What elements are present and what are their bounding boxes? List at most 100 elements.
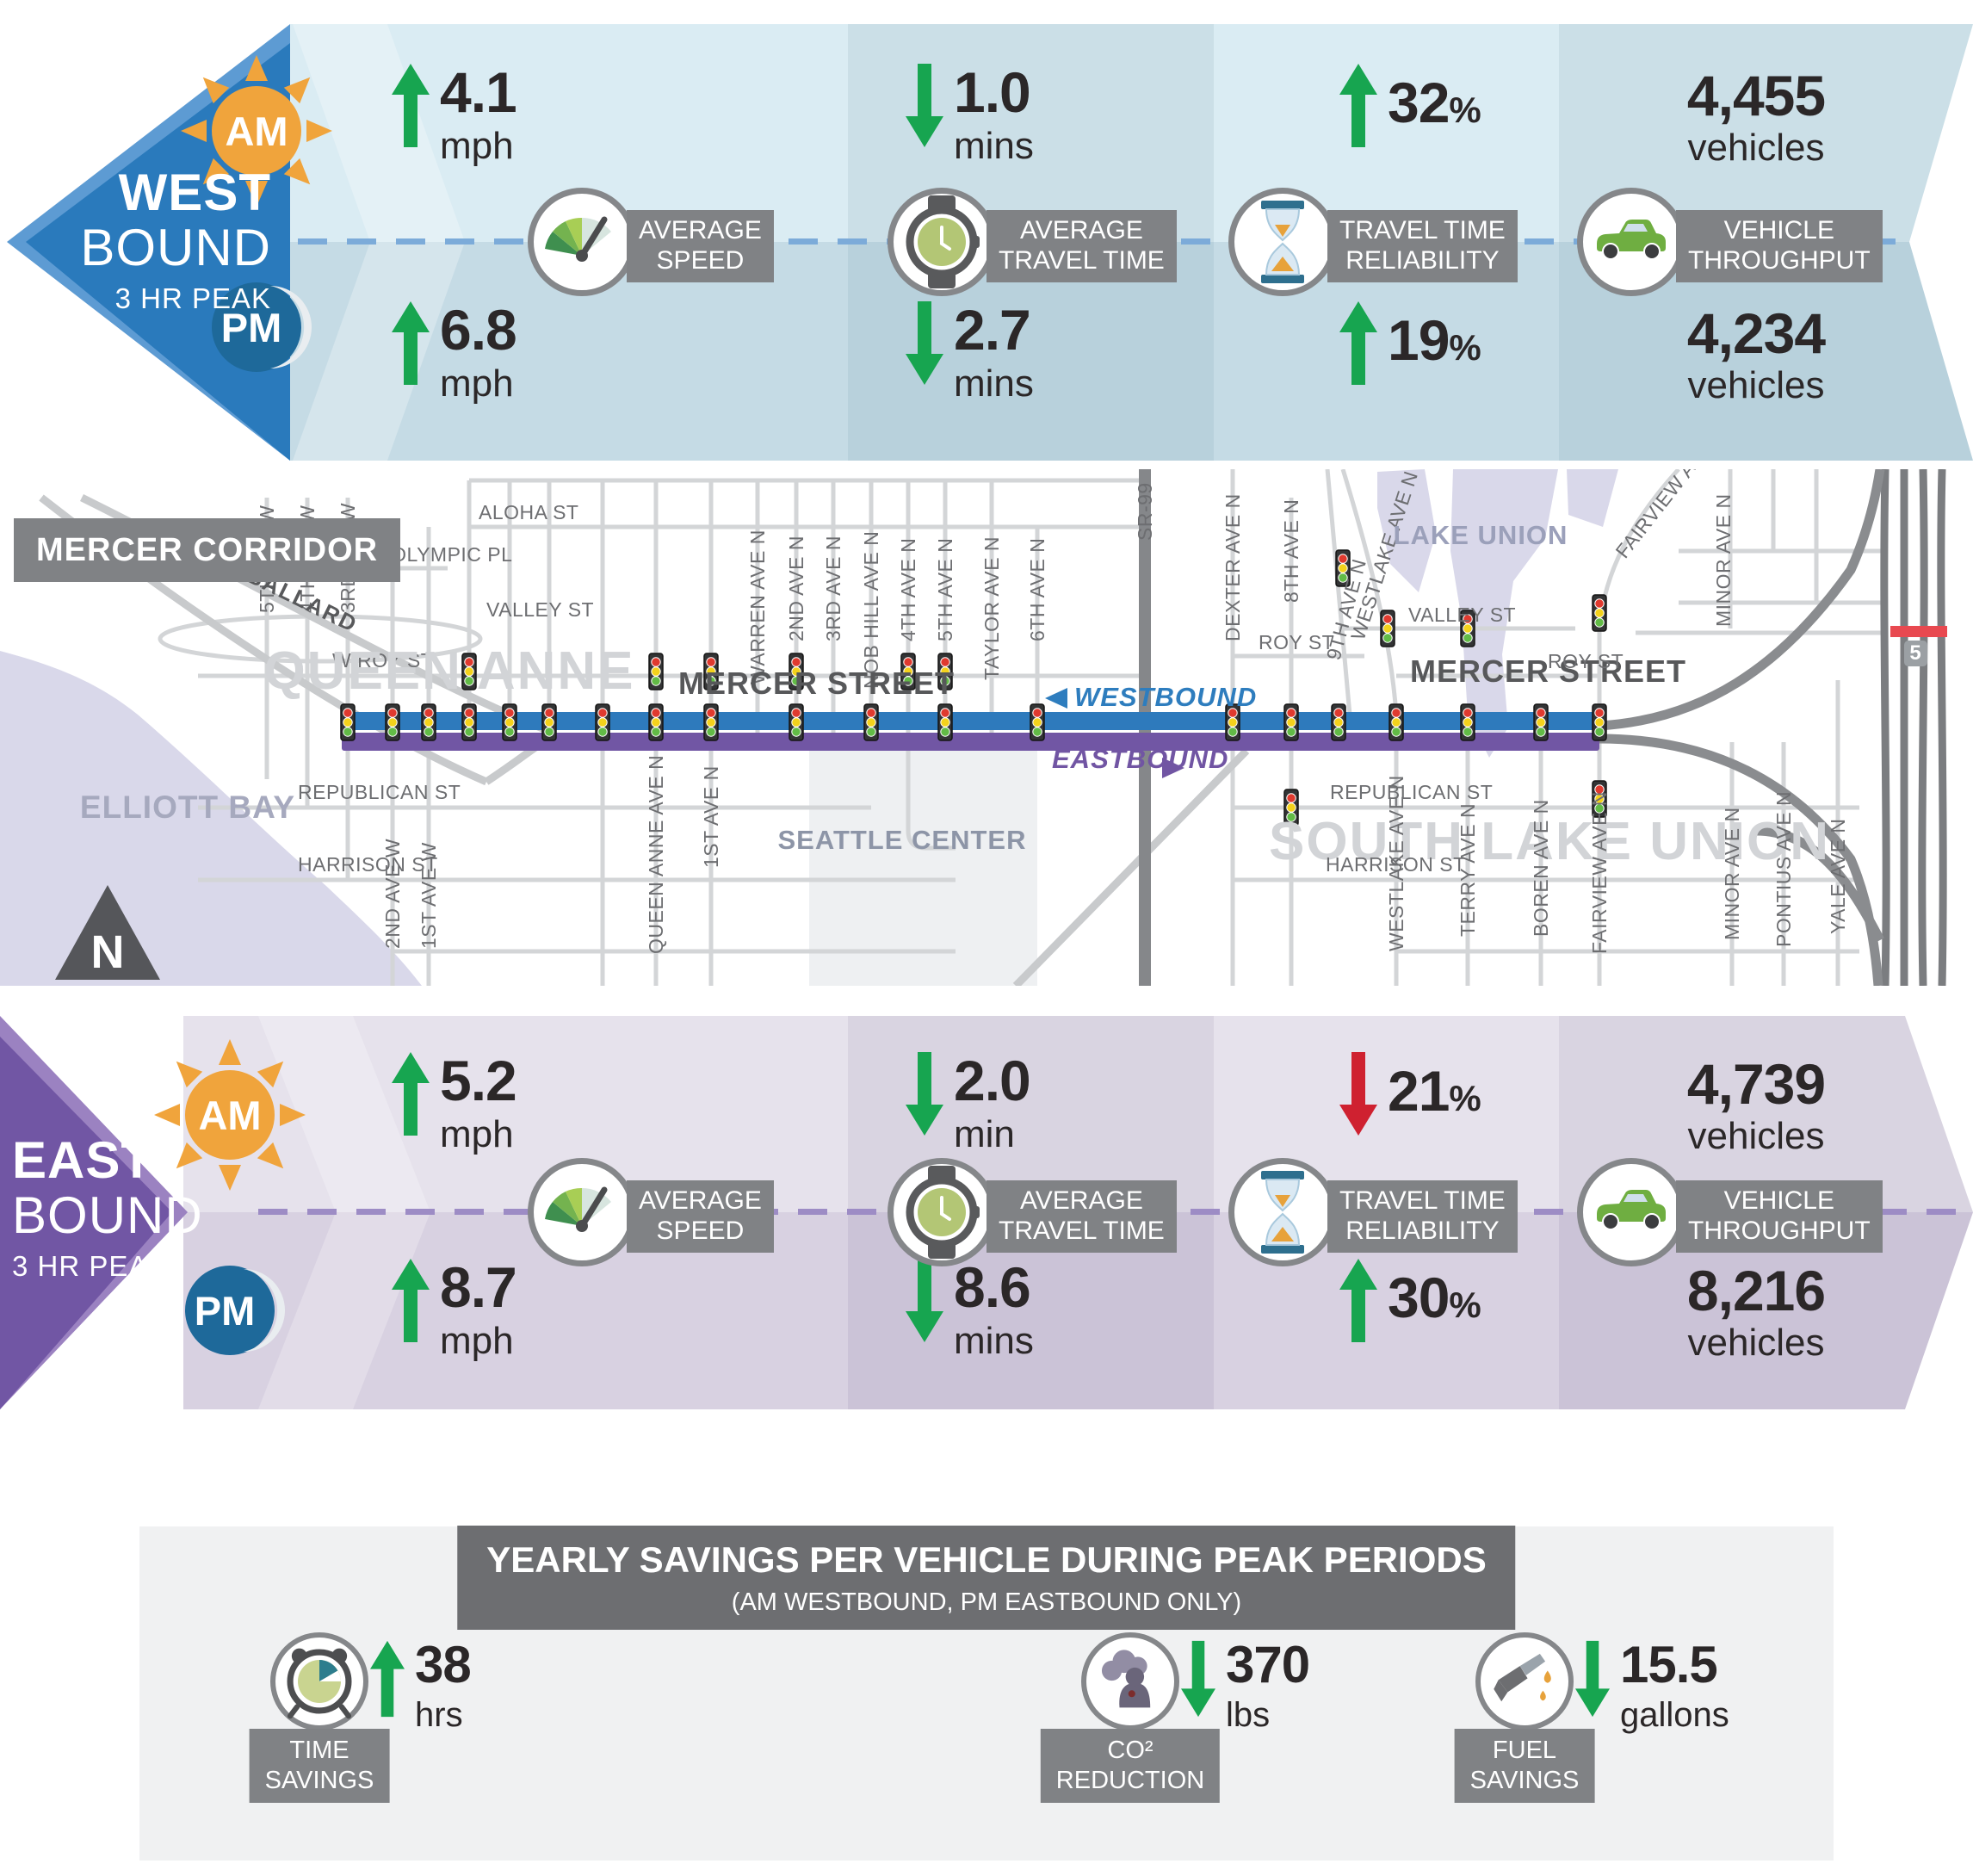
mercer-eastbound-lane [342, 733, 1599, 751]
traffic-signal-icon [541, 703, 557, 741]
trend-up-arrow [1339, 64, 1377, 147]
traffic-signal-icon [340, 703, 356, 741]
svg-text:PM: PM [195, 1288, 256, 1334]
street-label: WESTLAKE AVE N [1385, 775, 1407, 951]
i5-ramps [1599, 469, 1885, 986]
watch-icon [888, 188, 996, 296]
north-arrow-icon [55, 885, 160, 980]
street-label: WARREN AVE N [746, 529, 769, 684]
traffic-signal-icon [1592, 703, 1607, 741]
street-label: ROY ST [1548, 650, 1624, 672]
street-label: N [91, 926, 125, 978]
water-label: ELLIOTT BAY [80, 789, 295, 825]
street-label: VALLEY ST [486, 598, 594, 621]
traffic-signal-icon [1283, 703, 1299, 741]
bound-word: BOUND [80, 219, 271, 276]
wb-pm-throughput: 4,234 vehicles [1686, 301, 1826, 406]
street-label: 1ST AVE N [700, 765, 722, 868]
traffic-signal-icon [703, 703, 719, 741]
trend-down-arrow [1575, 1639, 1610, 1718]
watch-icon [888, 1158, 996, 1266]
street-label: YALE AVE N [1827, 818, 1849, 934]
car-icon [1577, 1158, 1685, 1266]
trend-up-arrow [392, 1259, 430, 1342]
peak-label: 3 HR PEAK [12, 1250, 169, 1282]
street-label: 3RD AVE N [822, 536, 844, 641]
time-savings-label: TIME SAVINGS [249, 1729, 390, 1803]
street-label: TAYLOR AVE N [980, 536, 1003, 680]
eb-pm-throughput: 8,216 vehicles [1686, 1259, 1826, 1364]
area-label: SOUTH LAKE UNION [1269, 812, 1830, 871]
street-label: 1ST AVE W [417, 842, 440, 949]
street-label: QUEEN ANNE AVE N [645, 755, 667, 954]
speedometer-icon [528, 1158, 636, 1266]
eastbound-arrow-icon [1162, 758, 1184, 778]
water-label: LAKE UNION [1394, 520, 1568, 550]
i5-highway [1880, 469, 1947, 986]
east-word: EAST [12, 1131, 154, 1189]
traffic-signal-icon [1533, 703, 1549, 741]
peak-label: 3 HR PEAK [114, 282, 271, 314]
am-sun-icon: AM [170, 45, 343, 217]
trend-down-arrow [906, 301, 943, 385]
trend-down-arrow [906, 1259, 943, 1342]
wb-am-travel-time: 1.0 mins [906, 64, 1034, 165]
street-label: 2ND AVE N [785, 536, 807, 641]
fuel-pump-icon [1475, 1632, 1574, 1731]
wb-pm-speed: 6.8 mph [392, 301, 517, 403]
wb-am-reliability: 32% [1339, 64, 1481, 147]
trend-down-arrow [1181, 1639, 1215, 1718]
vehicle-throughput-label: VEHICLE THROUGHPUT [1676, 210, 1883, 282]
time-savings-value: 38 hrs [370, 1639, 472, 1732]
westbound-band [7, 24, 1973, 461]
fuel-savings-label: FUEL SAVINGS [1454, 1729, 1595, 1803]
trend-up-arrow [370, 1639, 405, 1718]
wb-am-speed: 4.1 mph [392, 64, 517, 165]
street-label: ROY ST [1259, 631, 1334, 653]
street-label: NOB HILL AVE N [860, 531, 882, 689]
street-label: HARRISON ST [298, 853, 438, 876]
mercer-corridor-map: 5TH AVE W4TH AVE W3RD AVE WW OLYMPIC PLA… [0, 469, 1947, 986]
street-label: PONTIUS AVE N [1772, 791, 1795, 947]
trend-up-arrow [392, 64, 430, 147]
street-label: 8TH AVE N [1280, 499, 1302, 603]
traffic-signal-icon [1331, 703, 1346, 741]
trend-up-arrow [1339, 301, 1377, 385]
trend-down-arrow [1339, 1052, 1377, 1136]
traffic-signal-icon [648, 703, 664, 741]
eb-am-throughput: 4,739 vehicles [1686, 1052, 1826, 1157]
traffic-signal-icon [1592, 594, 1607, 632]
co2-reduction-value: 370 lbs [1181, 1639, 1310, 1732]
street-label: REPUBLICAN ST [1330, 781, 1493, 803]
car-icon [1577, 188, 1685, 296]
street-label: 4TH AVE N [897, 538, 919, 641]
street-label: SR-99 [1134, 482, 1156, 541]
savings-header: YEARLY SAVINGS PER VEHICLE DURING PEAK P… [457, 1526, 1516, 1630]
traffic-signal-icon [1460, 703, 1475, 741]
wb-am-throughput: 4,455 vehicles [1686, 64, 1826, 169]
street-label: 2ND AVE W [381, 839, 404, 949]
eb-pm-travel-time: 8.6 mins [906, 1259, 1034, 1360]
street-label: VALLEY ST [1408, 604, 1516, 626]
traffic-signal-icon [863, 703, 879, 741]
svg-text:PM: PM [221, 305, 282, 350]
i5-marker [1890, 626, 1947, 637]
savings-subtitle: (AM WESTBOUND, PM EASTBOUND ONLY) [731, 1588, 1242, 1616]
street-label: MERCER STREET [678, 666, 955, 701]
co2-reduction-label: CO² REDUCTION [1040, 1729, 1221, 1803]
travel-time-reliability-label: TRAVEL TIME RELIABILITY [1327, 210, 1518, 282]
map-title: MERCER CORRIDOR [14, 518, 401, 582]
street-label: DEXTER AVE N [1222, 493, 1244, 641]
wb-pm-reliability: 19% [1339, 301, 1481, 385]
i5-shield [1904, 641, 1927, 666]
trend-down-arrow [906, 1052, 943, 1136]
street-label: ALOHA ST [479, 501, 578, 523]
traffic-signal-icon [502, 703, 517, 741]
average-speed-label: AVERAGE SPEED [627, 210, 774, 282]
street-label: 5TH AVE N [934, 538, 956, 641]
street-label: W ROY ST [332, 649, 433, 672]
hourglass-icon [1228, 1158, 1337, 1266]
traffic-signal-icon [1380, 610, 1395, 647]
eastbound-direction-label: EASTBOUND [1052, 744, 1228, 774]
